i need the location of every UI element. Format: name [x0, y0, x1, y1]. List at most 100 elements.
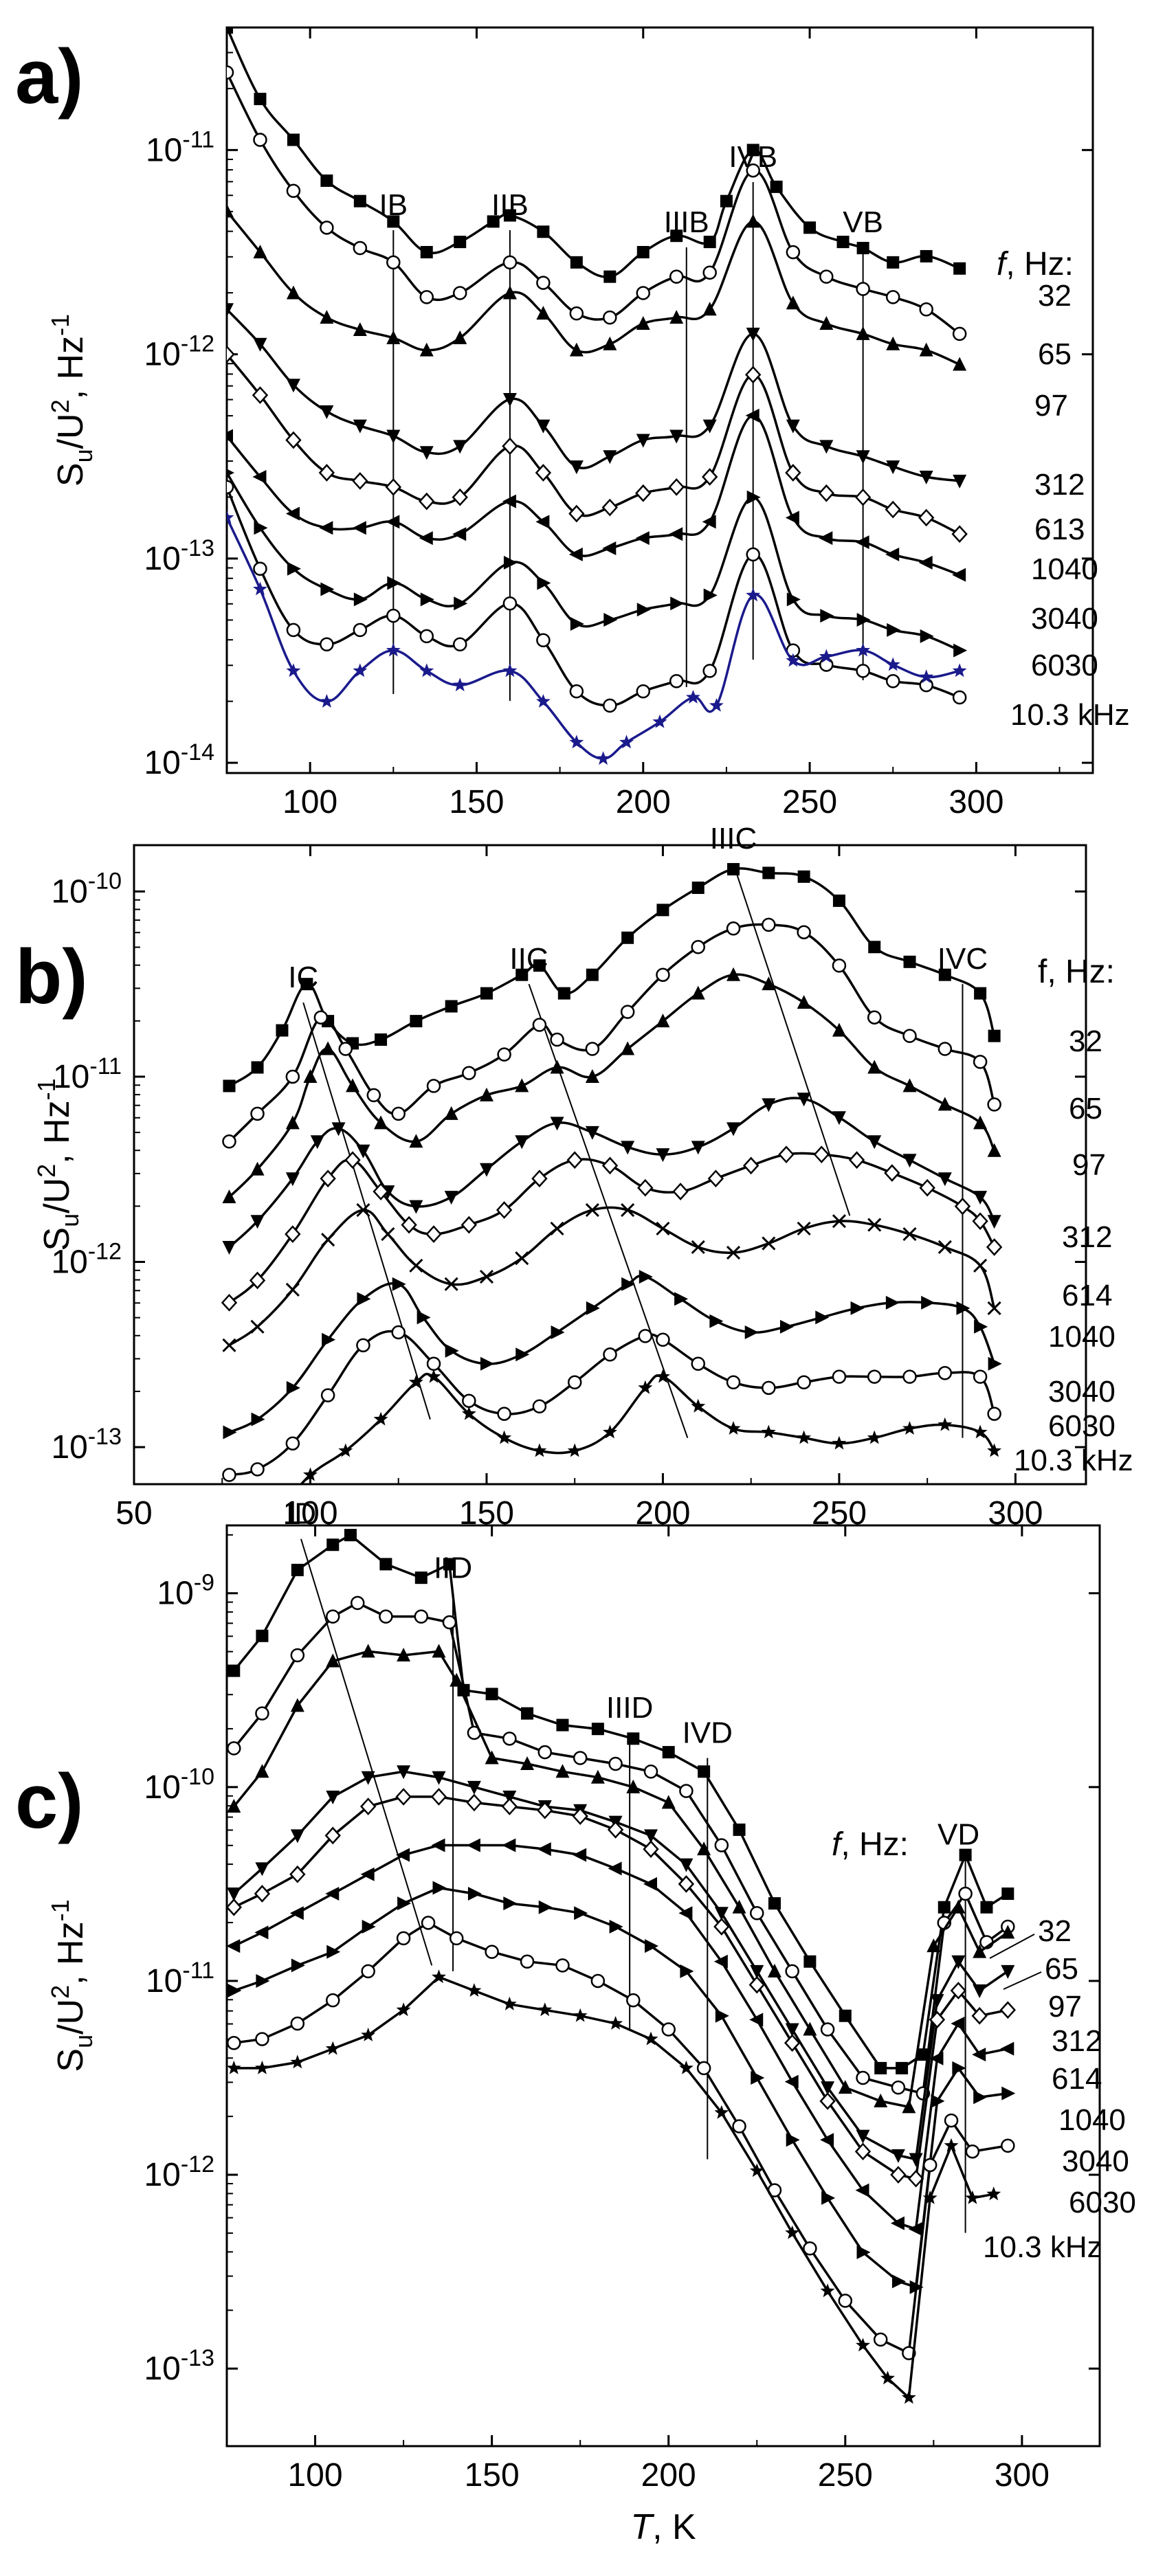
data-point [887, 256, 900, 269]
data-point [1001, 1964, 1015, 1979]
x-tick-label: 250 [818, 2457, 873, 2494]
y-tick-label: 10-14 [144, 739, 214, 781]
data-point [467, 1887, 482, 1901]
data-point [568, 547, 583, 561]
data-point [965, 2144, 980, 2159]
data-point [591, 1723, 604, 1736]
y-axis-title: Su/U2, Hz-1 [46, 314, 98, 486]
data-point [444, 1191, 458, 1205]
data-point [884, 1164, 900, 1182]
data-point [569, 460, 584, 475]
data-point [856, 326, 870, 340]
data-point [636, 286, 651, 300]
y-axis-title-main: S [51, 2048, 91, 2072]
data-point [639, 1270, 653, 1284]
data-point [551, 1325, 565, 1339]
data-point [326, 1790, 340, 1804]
data-point [227, 469, 234, 477]
data-point [980, 1901, 993, 1914]
y-tick-base: 10 [144, 2351, 180, 2387]
data-point [444, 1106, 458, 1120]
data-point [321, 1041, 335, 1055]
data-point [954, 1197, 971, 1216]
data-point [797, 1093, 811, 1107]
data-point [432, 1771, 446, 1785]
data-point [285, 1436, 300, 1451]
data-point [691, 1356, 705, 1371]
y-tick-label: 10-11 [146, 126, 214, 168]
data-point [868, 941, 881, 954]
y-axis-title: Su/U2, Hz-1 [32, 1078, 84, 1251]
data-point [227, 2035, 241, 2050]
data-point [386, 429, 401, 444]
data-point [352, 521, 366, 535]
data-point [290, 1829, 304, 1844]
y-tick-exponent: -13 [88, 1424, 122, 1450]
data-point [366, 1088, 381, 1103]
data-point [819, 2092, 836, 2110]
data-point [417, 1310, 431, 1325]
data-point [621, 931, 634, 944]
data-point [672, 1183, 689, 1200]
data-point [454, 236, 467, 249]
data-point [353, 322, 367, 336]
data-point [537, 1745, 553, 1760]
data-point [901, 2390, 916, 2404]
data-point [854, 488, 872, 506]
data-point [974, 1319, 988, 1334]
data-point [268, 1504, 282, 1518]
data-point [732, 1899, 746, 1914]
data-point [291, 1958, 305, 1973]
series [227, 510, 967, 765]
data-point [707, 1169, 724, 1188]
data-point [222, 1189, 236, 1204]
data-point [254, 1925, 269, 1940]
data-point [674, 1292, 689, 1306]
data-point [959, 1848, 972, 1861]
data-point [643, 1840, 659, 1858]
panel-label: c) [15, 1758, 84, 1844]
data-point [596, 751, 611, 765]
data-point [902, 1029, 917, 1043]
data-point [346, 1078, 360, 1093]
data-point [227, 1741, 241, 1756]
data-point [702, 515, 716, 529]
data-point [919, 470, 933, 484]
data-point [726, 1122, 741, 1136]
data-point [973, 1055, 988, 1069]
data-point [227, 1939, 241, 1953]
data-point [502, 1996, 517, 2011]
data-point [601, 1156, 619, 1175]
y-tick-label: 10-9 [157, 1570, 214, 1612]
data-point [971, 2006, 988, 2025]
data-point [636, 603, 651, 617]
data-point [550, 1221, 564, 1236]
data-point [803, 221, 817, 234]
data-point [409, 1200, 423, 1214]
data-point [487, 215, 500, 228]
data-point [353, 663, 368, 677]
data-point [696, 2061, 711, 2076]
data-point [480, 1356, 494, 1371]
data-point [392, 1277, 406, 1291]
data-point [569, 735, 584, 749]
data-point [856, 642, 871, 657]
peak-line [528, 983, 689, 1438]
data-point [603, 1424, 617, 1439]
data-point [621, 1202, 635, 1218]
data-point [873, 2332, 888, 2347]
data-point [797, 870, 810, 883]
data-point [426, 1356, 441, 1371]
data-point [784, 2074, 799, 2089]
y-tick-base: 10 [144, 337, 180, 373]
series-line [299, 1372, 996, 1484]
data-point [286, 285, 300, 300]
data-point [820, 609, 834, 623]
data-point [838, 2080, 852, 2094]
data-point [691, 985, 705, 1000]
data-point [867, 1218, 882, 1232]
data-point [573, 1848, 587, 1862]
series-line [228, 1206, 996, 1347]
data-point [432, 1644, 446, 1658]
data-point [359, 1797, 377, 1815]
